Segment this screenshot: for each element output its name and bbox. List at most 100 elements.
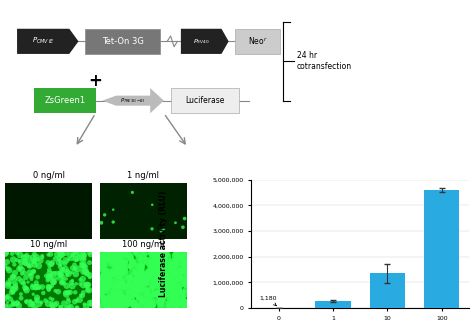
- Point: [58, 268, 65, 273]
- Point: [13, 257, 21, 263]
- Point: [159, 297, 167, 302]
- Point: [63, 305, 70, 310]
- Point: [119, 250, 127, 256]
- Point: [57, 252, 65, 257]
- Point: [99, 274, 106, 280]
- Point: [99, 265, 106, 270]
- Point: [154, 251, 162, 256]
- Point: [105, 281, 113, 286]
- Point: [133, 269, 140, 274]
- Point: [153, 271, 161, 276]
- Text: $P_{TRE3G-BI}$: $P_{TRE3G-BI}$: [120, 96, 146, 105]
- Point: [119, 299, 127, 304]
- Point: [117, 294, 124, 299]
- Point: [45, 252, 52, 257]
- Point: [122, 300, 129, 305]
- Point: [140, 274, 148, 279]
- Point: [100, 303, 107, 308]
- Point: [162, 293, 170, 299]
- Point: [80, 257, 87, 262]
- Point: [64, 273, 71, 278]
- Point: [103, 277, 111, 282]
- Point: [110, 297, 118, 302]
- Point: [12, 286, 20, 291]
- Point: [27, 277, 35, 282]
- Point: [48, 260, 56, 265]
- Point: [48, 303, 56, 308]
- Point: [119, 300, 127, 305]
- Point: [66, 253, 73, 258]
- Point: [3, 259, 10, 265]
- Text: 10 ng/ml: 10 ng/ml: [30, 240, 67, 249]
- Point: [136, 280, 143, 285]
- Point: [166, 267, 173, 272]
- Point: [181, 280, 188, 285]
- Point: [142, 289, 150, 294]
- Point: [167, 287, 175, 292]
- Point: [120, 251, 128, 256]
- Point: [182, 287, 190, 292]
- Point: [122, 302, 129, 307]
- Point: [122, 302, 130, 307]
- Point: [174, 273, 182, 279]
- Point: [116, 285, 124, 290]
- Point: [65, 299, 73, 304]
- Point: [99, 287, 107, 292]
- Point: [179, 262, 186, 267]
- Point: [127, 282, 135, 287]
- Point: [182, 261, 190, 266]
- Point: [154, 290, 162, 295]
- Point: [9, 290, 17, 295]
- Point: [176, 256, 183, 261]
- Point: [107, 255, 114, 260]
- Point: [166, 300, 173, 305]
- Point: [173, 288, 181, 293]
- Point: [155, 299, 162, 304]
- Point: [165, 290, 173, 295]
- Point: [30, 259, 38, 264]
- Point: [101, 258, 109, 264]
- Point: [115, 262, 123, 267]
- Point: [26, 255, 33, 260]
- Point: [99, 301, 106, 307]
- Point: [5, 266, 12, 271]
- Point: [118, 272, 126, 277]
- Point: [116, 268, 124, 273]
- Point: [119, 265, 127, 270]
- Point: [156, 266, 164, 272]
- Point: [120, 266, 128, 271]
- Point: [80, 269, 87, 274]
- Y-axis label: Luciferase activity (RLU): Luciferase activity (RLU): [159, 191, 168, 297]
- Point: [137, 257, 144, 262]
- Point: [42, 273, 50, 278]
- Point: [109, 207, 117, 212]
- Point: [130, 290, 137, 295]
- Point: [155, 291, 163, 297]
- Point: [181, 268, 189, 273]
- Point: [138, 283, 146, 289]
- Point: [124, 300, 131, 305]
- Point: [116, 263, 124, 268]
- Point: [22, 286, 29, 291]
- Point: [173, 266, 180, 272]
- Point: [179, 298, 186, 303]
- Point: [83, 268, 91, 273]
- Point: [170, 263, 178, 268]
- Point: [155, 298, 163, 303]
- Point: [72, 250, 79, 255]
- Point: [115, 281, 123, 286]
- Point: [170, 261, 178, 266]
- Point: [117, 266, 124, 272]
- Point: [110, 291, 118, 296]
- Point: [133, 250, 140, 255]
- Point: [103, 286, 110, 291]
- Point: [146, 261, 153, 266]
- Point: [109, 252, 117, 257]
- Point: [151, 280, 159, 285]
- Point: [183, 258, 191, 264]
- Point: [130, 261, 137, 266]
- Point: [108, 272, 116, 277]
- Point: [173, 259, 181, 265]
- Point: [161, 261, 168, 266]
- Point: [62, 258, 70, 263]
